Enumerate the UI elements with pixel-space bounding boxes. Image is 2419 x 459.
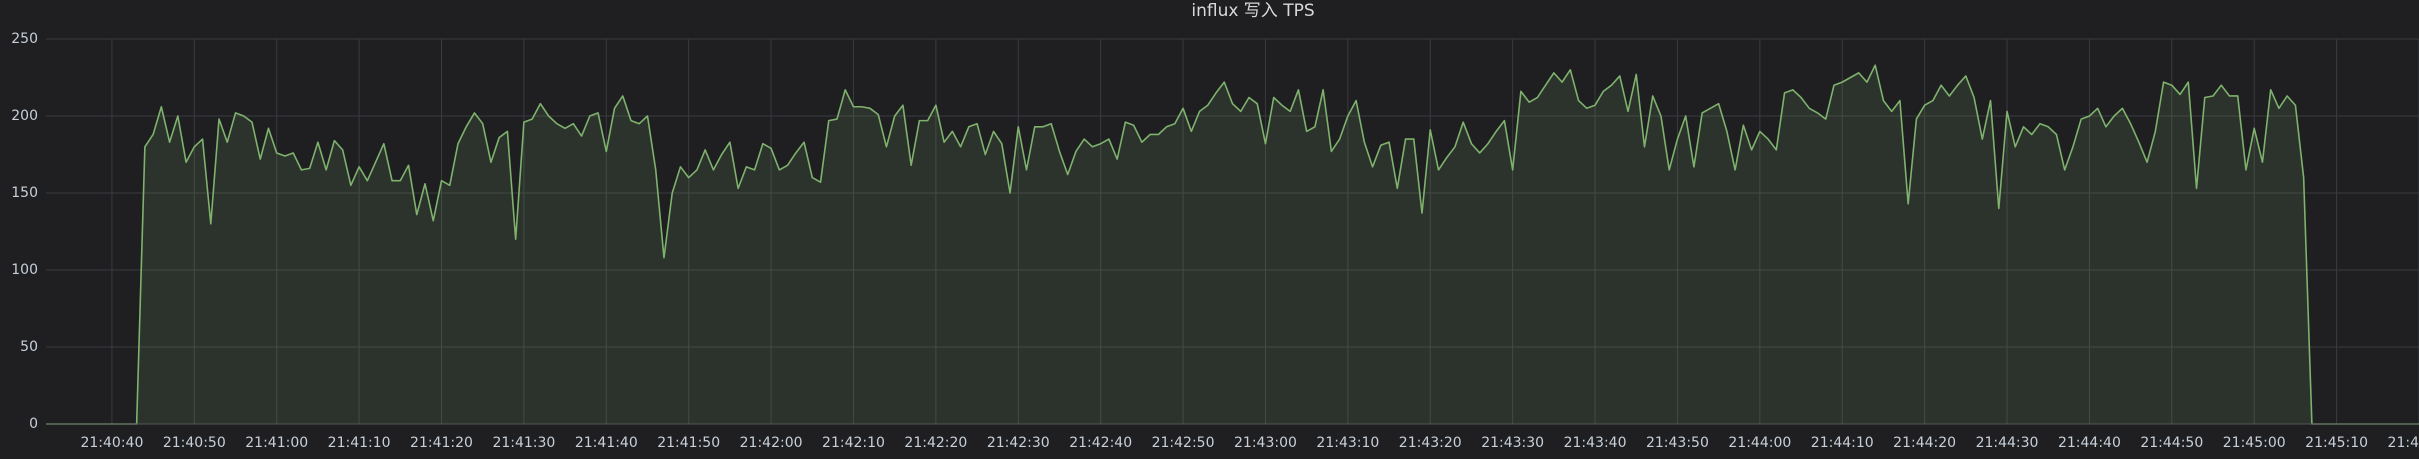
x-tick-label: 21:44:50 xyxy=(2140,435,2203,451)
x-tick-label: 21:42:00 xyxy=(740,435,803,451)
area-fill xyxy=(46,65,2419,425)
x-tick-label: 21:43:30 xyxy=(1481,435,1544,451)
y-tick-label: 50 xyxy=(20,339,38,355)
x-tick-label: 21:44:00 xyxy=(1728,435,1791,451)
x-tick-label: 21:41:00 xyxy=(245,435,308,451)
y-tick-label: 0 xyxy=(29,416,38,432)
y-tick-label: 100 xyxy=(11,262,38,278)
x-tick-label: 21:40:40 xyxy=(80,435,143,451)
y-tick-label: 250 xyxy=(11,31,38,47)
x-tick-label: 21:40:50 xyxy=(163,435,226,451)
x-tick-label: 21:41:20 xyxy=(410,435,473,451)
x-tick-label: 21:41:30 xyxy=(492,435,555,451)
x-tick-label: 21:42:30 xyxy=(987,435,1050,451)
x-tick-label: 21:42:50 xyxy=(1152,435,1215,451)
x-tick-label: 21:45:00 xyxy=(2223,435,2286,451)
x-tick-label: 21:41:40 xyxy=(575,435,638,451)
x-tick-label: 21:43:10 xyxy=(1316,435,1379,451)
series-line xyxy=(46,64,2419,425)
y-tick-label: 200 xyxy=(11,108,38,124)
x-tick-label: 21:44:40 xyxy=(2058,435,2121,451)
x-tick-label: 21:43:50 xyxy=(1646,435,1709,451)
x-tick-label: 21:44:30 xyxy=(1976,435,2039,451)
x-tick-label: 21:43:20 xyxy=(1399,435,1462,451)
x-tick-label: 21:45:10 xyxy=(2305,435,2368,451)
x-tick-label: 21:41:50 xyxy=(657,435,720,451)
x-tick-label: 21:45:20 xyxy=(2388,435,2419,451)
x-tick-label: 21:43:00 xyxy=(1234,435,1297,451)
x-tick-label: 21:42:40 xyxy=(1069,435,1132,451)
x-tick-label: 21:44:20 xyxy=(1893,435,1956,451)
x-tick-label: 21:44:10 xyxy=(1811,435,1874,451)
x-tick-label: 21:42:20 xyxy=(904,435,967,451)
chart-title: influx 写入 TPS xyxy=(1191,1,1314,21)
x-tick-label: 21:41:10 xyxy=(328,435,391,451)
x-tick-label: 21:43:40 xyxy=(1564,435,1627,451)
y-tick-label: 150 xyxy=(11,185,38,201)
x-tick-label: 21:42:10 xyxy=(822,435,885,451)
